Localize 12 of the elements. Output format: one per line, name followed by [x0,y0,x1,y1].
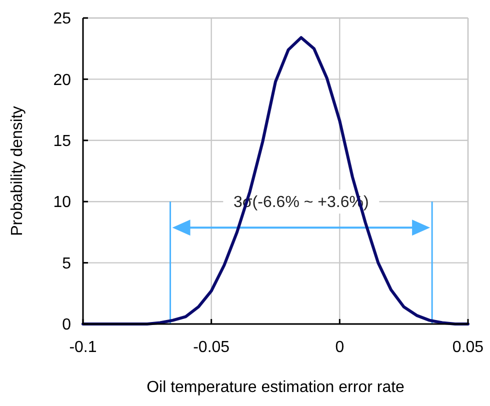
y-axis-title: Probability density [9,106,26,236]
y-tick-label: 25 [53,10,72,28]
y-tick-label: 15 [53,133,72,150]
x-tick-label: 0 [335,339,344,356]
y-tick-label: 20 [53,72,72,89]
y-tick-label: 10 [53,194,72,212]
x-tick-label: -0.1 [69,339,97,356]
x-axis-title: Oil temperature estimation error rate [146,379,405,396]
y-tick-label: 0 [62,316,72,334]
y-tick-label: 5 [62,255,72,272]
x-tick-label: 0.05 [452,339,484,356]
x-tick-label: -0.05 [193,339,230,356]
